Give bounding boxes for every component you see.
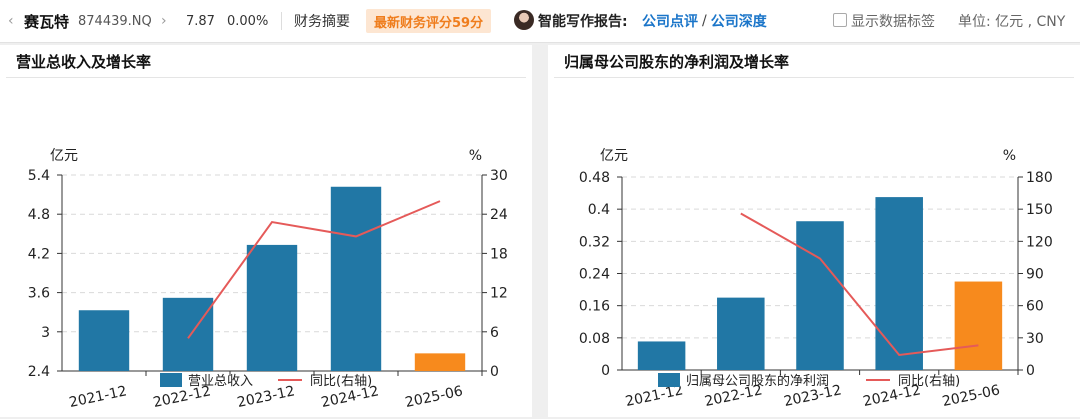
right-tick-label: 180	[1026, 170, 1053, 186]
bar	[162, 297, 214, 371]
stock-price: 7.87	[186, 13, 215, 29]
x-tick-label: 2021-12	[68, 383, 129, 411]
right-tick-label: 18	[490, 246, 508, 262]
left-tick-label: 2.4	[28, 364, 50, 380]
company-comment-link[interactable]: 公司点评	[642, 14, 698, 30]
net-profit-chart: 亿元 % 0 0.08 0.16 0.24 0.32 0.4 0.48 0 30 60 90 120 150…	[579, 148, 1053, 410]
report-links: 公司点评 / 公司深度	[642, 11, 767, 31]
right-tick-label: 90	[1026, 267, 1044, 283]
show-labels-checkbox[interactable]	[833, 13, 847, 27]
left-tick-label: 0.32	[579, 234, 610, 250]
chevron-left-icon[interactable]: ‹	[8, 13, 14, 29]
left-tick-label: 4.2	[28, 246, 50, 262]
left-tick-label: 4.8	[28, 207, 50, 223]
left-axis-unit: 亿元	[50, 148, 78, 164]
right-axis-unit: %	[1003, 148, 1016, 164]
chart-title: 归属母公司股东的净利润及增长率	[564, 53, 790, 71]
avatar	[514, 10, 534, 30]
revenue-panel: 营业总收入及增长率 亿元% 2.4 3 3.6 4.2 4.8 5.4 0 6 12 18 24 30 2…	[0, 45, 532, 417]
price-change: 0.00%	[227, 13, 269, 29]
left-tick-label: 0	[601, 363, 610, 379]
legend-bar-label: 归属母公司股东的净利润	[686, 373, 829, 389]
bar	[414, 353, 466, 371]
right-tick-label: 6	[490, 325, 499, 341]
legend-bar-swatch	[658, 373, 680, 387]
right-tick-label: 30	[490, 168, 508, 184]
bar	[796, 221, 844, 370]
company-depth-link[interactable]: 公司深度	[710, 14, 767, 30]
bar	[637, 341, 686, 370]
left-tick-label: 0.4	[588, 202, 610, 218]
report-label: 智能写作报告:	[538, 14, 628, 30]
financial-score-badge[interactable]: 最新财务评分59分	[366, 9, 492, 33]
growth-line	[740, 212, 979, 357]
stock-name: 赛瓦特	[24, 12, 70, 31]
legend-bar-label: 营业总收入	[188, 374, 253, 389]
bar	[875, 197, 923, 370]
divider	[281, 12, 282, 30]
top-bar: ‹ 赛瓦特 874439.NQ › 7.87 0.00% 财务摘要 最新财务评分…	[0, 0, 1080, 43]
right-axis-unit: %	[469, 148, 482, 164]
show-labels-label[interactable]: 显示数据标签	[851, 14, 935, 30]
left-tick-label: 3	[41, 325, 50, 341]
left-tick-label: 5.4	[28, 168, 50, 184]
legend-line-label: 同比(右轴)	[310, 374, 372, 389]
left-axis-unit: 亿元	[600, 148, 628, 164]
right-tick-label: 150	[1026, 202, 1053, 218]
bar	[246, 244, 298, 371]
right-tick-label: 12	[490, 286, 508, 302]
unit-label: 单位: 亿元 , CNY	[958, 14, 1066, 30]
x-tick-label: 2025-06	[404, 383, 465, 411]
right-tick-label: 0	[1026, 363, 1035, 379]
divider	[554, 77, 1074, 78]
bar	[717, 297, 765, 370]
financial-summary-tab[interactable]: 财务摘要	[294, 14, 350, 30]
left-tick-label: 3.6	[28, 286, 50, 302]
left-tick-label: 0.08	[579, 331, 610, 347]
left-tick-label: 0.24	[579, 267, 610, 283]
net-profit-panel: 归属母公司股东的净利润及增长率 亿元% 0 0.08 0.16 0.24 0.32 0.4 0…	[548, 45, 1080, 417]
chart-title: 营业总收入及增长率	[16, 53, 152, 71]
right-tick-label: 30	[1026, 331, 1044, 347]
right-tick-label: 24	[490, 207, 508, 223]
bar	[78, 310, 130, 371]
bar	[954, 281, 1003, 370]
growth-line	[187, 200, 441, 339]
left-tick-label: 0.48	[579, 170, 610, 186]
divider	[6, 77, 526, 78]
right-tick-label: 0	[490, 364, 499, 380]
link-separator: /	[702, 13, 707, 29]
right-tick-label: 120	[1026, 234, 1053, 250]
legend-bar-swatch	[160, 373, 182, 387]
bar	[330, 186, 382, 371]
chevron-right-icon[interactable]: ›	[161, 13, 167, 29]
legend-line-label: 同比(右轴)	[898, 374, 960, 389]
stock-code: 874439.NQ	[78, 13, 152, 29]
right-tick-label: 60	[1026, 299, 1044, 315]
left-tick-label: 0.16	[579, 299, 610, 315]
